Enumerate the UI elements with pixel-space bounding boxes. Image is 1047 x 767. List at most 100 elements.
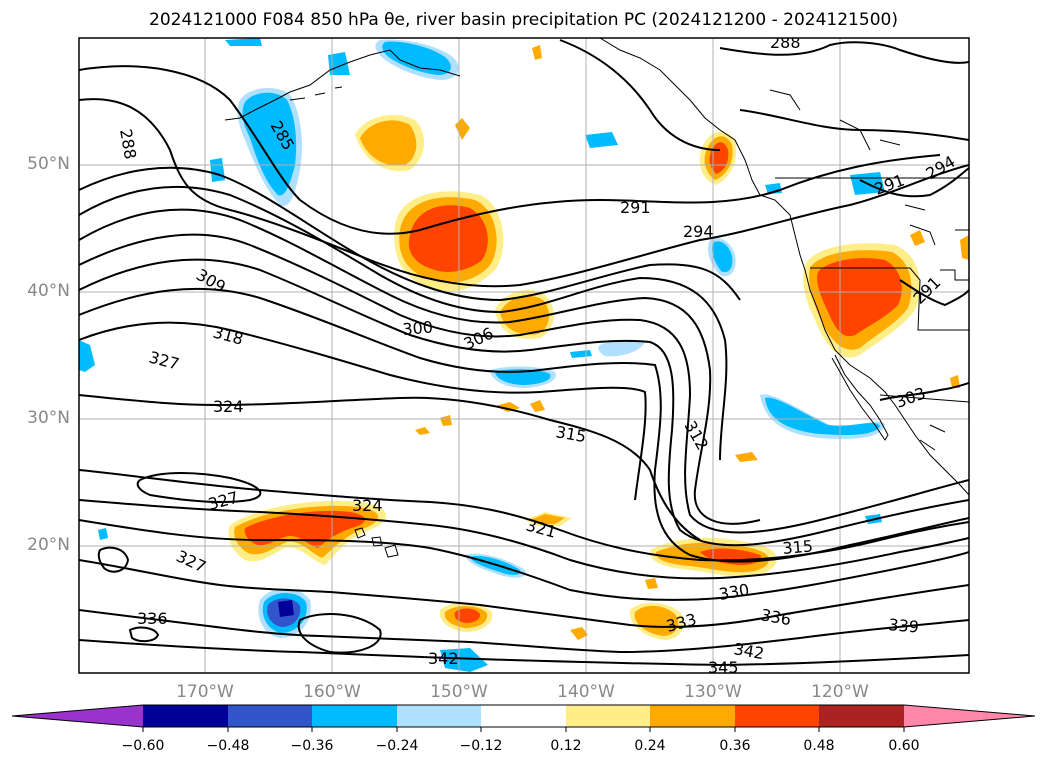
contour-line [79,609,969,654]
precip-positive-region [960,235,969,260]
colorbar-tick-label: 0.12 [550,738,582,754]
precip-negative-region [328,52,350,75]
precip-negative-region [225,38,262,46]
contour-label: 339 [888,615,920,637]
aleutian-islands [289,86,343,101]
contour-line [559,39,721,151]
precip-negative-region [598,339,645,357]
colorbar-segment [819,705,904,727]
precip-negative-region [711,241,733,273]
contour-line [79,639,969,667]
precip-negative-region [278,600,294,617]
colorbar [11,704,1036,732]
contour-label: 288 [770,33,801,52]
contour-label: 324 [213,397,244,416]
precip-positive-region [454,608,481,623]
precip-positive-region [950,375,960,388]
precip-positive-region [360,120,417,166]
contour-line [79,499,969,580]
colorbar-tick-label: 0.48 [803,738,835,754]
precip-positive-region [530,400,545,412]
contour-line [79,98,969,288]
lat-label-50n: 50°N [27,154,70,174]
contour-line [79,394,701,541]
map-area: 288 285 288 291 294 291 294 291 309 318 … [79,33,969,677]
contour-label: 336 [137,609,168,628]
contour-line [128,626,160,643]
contour-label: 291 [620,198,651,217]
alaska-coastline [224,38,753,181]
precip-negative-region [382,41,451,75]
lon-label-140w: 140°W [557,682,615,702]
precip-negative-region [242,92,297,196]
map-title: 2024121000 F084 850 hPa θe, river basin … [149,10,898,30]
precip-positive-region [634,605,679,636]
colorbar-extend-max [904,705,1035,727]
contour-line [899,279,969,307]
lat-label-30n: 30°N [27,408,70,428]
precip-negative-region [440,648,488,672]
precip-negative-region [495,369,551,385]
map-frame [78,37,970,674]
precip-positive-region [817,258,902,337]
precip-positive-region [530,514,565,524]
lon-label-150w: 150°W [430,682,488,702]
contour-label: 342 [428,649,459,668]
precip-positive-region [645,578,658,589]
contour-line [79,166,741,302]
contour-line [739,109,969,141]
precip-positive-region [570,627,588,640]
precip-positive-region [440,415,452,426]
contour-label: 345 [708,658,739,677]
contour-label: 294 [683,222,714,241]
borders [775,177,969,403]
gridlines [79,38,969,673]
colorbar-tick-label: 0.60 [888,738,920,754]
contour-line [79,185,728,461]
contour-label: 315 [782,536,814,558]
hawaii-islands [354,527,399,558]
colorbar-extend-min [12,705,143,727]
colorbar-tick-label: −0.24 [375,738,419,754]
contour-line [136,472,262,504]
contour-line [79,321,647,501]
contour-line [79,233,969,534]
contour-line [79,519,969,601]
contour-line [97,546,130,573]
contour-line [79,258,969,547]
precip-negative-region [98,528,108,540]
precip-positive-region [408,205,488,272]
colorbar-tick-label: −0.48 [206,738,250,754]
lat-label-20n: 20°N [27,535,70,555]
lat-label-40n: 40°N [27,281,70,301]
contour-line [79,65,941,235]
colorbar-segment [228,705,313,727]
contour-label: 300 [402,317,434,339]
baja-coastline [831,354,889,441]
precip-negative-region [79,340,95,372]
theta-e-contours [79,39,969,667]
na-coastline [751,179,969,496]
precip-positive-region [415,427,430,435]
precip-negative-region [585,132,618,148]
precip-positive-region [910,230,925,246]
lon-label-170w: 170°W [176,682,234,702]
colorbar-segment [481,705,566,727]
precip-negative-region [765,397,880,436]
lon-label-120w: 120°W [811,682,869,702]
colorbar-tick-label: −0.60 [121,738,165,754]
precip-positive-region [532,45,542,60]
precip-positive-region [735,452,758,462]
colorbar-segment [143,705,228,727]
colorbar-segment [566,705,651,727]
contour-line [859,167,969,198]
contour-label: 324 [352,496,383,515]
lon-label-130w: 130°W [684,682,742,702]
colorbar-tick-label: 0.36 [719,738,751,754]
contour-line [79,559,969,628]
colorbar-segment [735,705,820,727]
colorbar-tick-label: −0.12 [459,738,503,754]
colorbar-tick-label: 0.24 [634,738,666,754]
colorbar-segment [397,705,482,727]
